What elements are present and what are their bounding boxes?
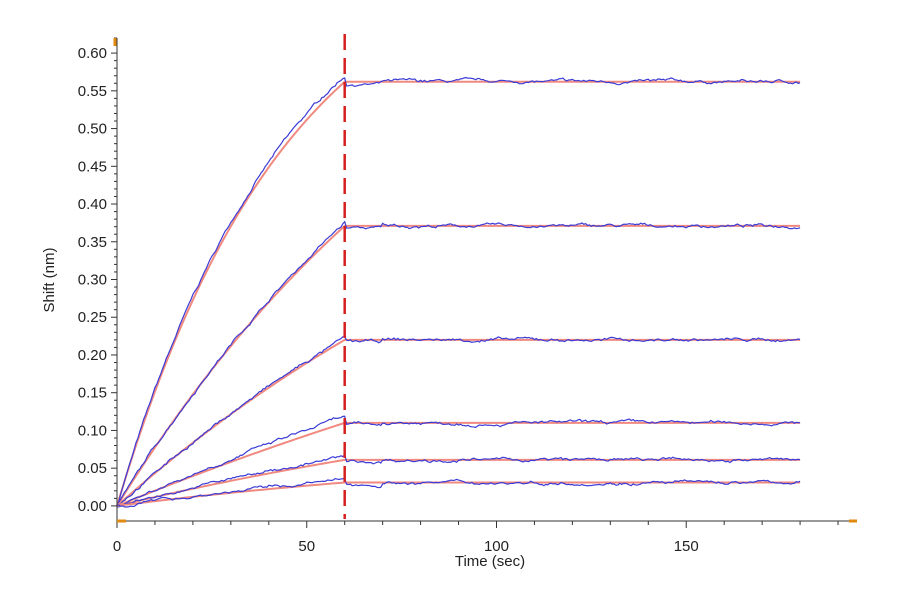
y-tick-label: 0.10 [78, 422, 107, 439]
x-axis-title: Time (sec) [455, 553, 525, 570]
y-tick-label: 0.25 [78, 309, 107, 326]
y-tick-label: 0.30 [78, 272, 107, 289]
axis-layer: 0.00 0.05 0.10 0.15 0.20 0.25 0.30 0.35 0.40 0.45… [78, 37, 857, 555]
x-tick-label: 100 [484, 538, 509, 555]
series-layer [116, 34, 801, 519]
y-tick-label: 0.05 [78, 460, 107, 477]
y-axis-title: Shift (nm) [41, 247, 58, 312]
x-tick-label: 0 [113, 538, 121, 555]
fit-curve [116, 421, 801, 507]
x-tick-label: 150 [674, 538, 699, 555]
y-tick-label: 0.00 [78, 498, 107, 515]
x-tick-label: 50 [298, 538, 315, 555]
measured-curve [116, 77, 801, 507]
y-tick-label: 0.35 [78, 234, 107, 251]
measured-curve [116, 477, 801, 508]
fit-curve [116, 224, 801, 507]
y-tick-label: 0.50 [78, 121, 107, 138]
y-tick-label: 0.40 [78, 196, 107, 213]
measured-curve [116, 415, 801, 508]
y-tick-label: 0.15 [78, 385, 107, 402]
y-tick-label: 0.55 [78, 83, 107, 100]
fit-curve [116, 80, 801, 507]
measured-curve [116, 454, 801, 508]
y-tick-label: 0.45 [78, 158, 107, 175]
measured-curve [116, 220, 801, 507]
y-tick-label: 0.20 [78, 347, 107, 364]
measured-curve [116, 336, 801, 506]
y-tick-label: 0.60 [78, 45, 107, 62]
